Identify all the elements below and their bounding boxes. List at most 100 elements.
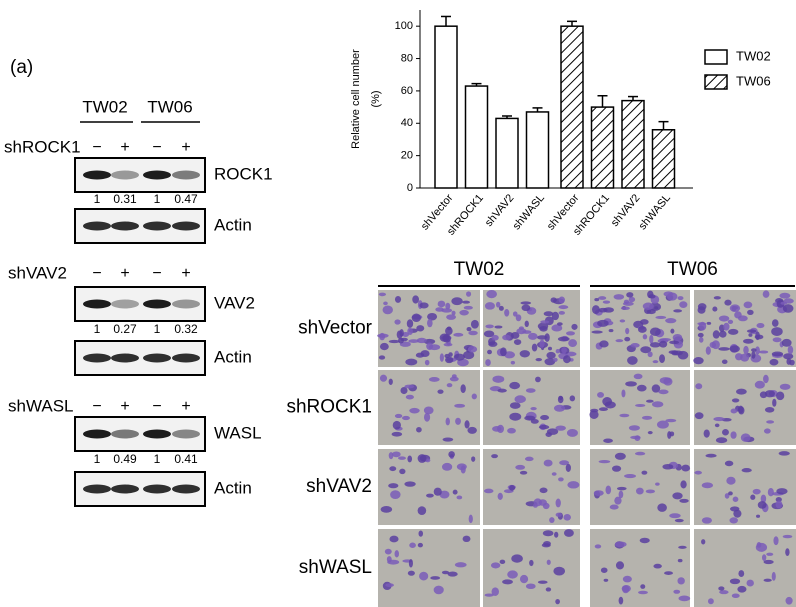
stained-cell [424, 359, 430, 366]
stained-cell [670, 328, 675, 334]
stained-cell [647, 351, 653, 358]
target-label: VAV2 [214, 293, 255, 312]
stained-cell [673, 309, 683, 313]
legend-swatch [704, 49, 728, 65]
stained-cell [487, 349, 492, 355]
y-axis-label: Relative cell number [350, 49, 362, 149]
blot-band [83, 299, 111, 309]
stained-cell [405, 358, 418, 366]
error-bar [502, 115, 512, 119]
quantification: 1 [94, 452, 101, 466]
stained-cell [439, 333, 450, 342]
quantification: 0.49 [113, 452, 137, 466]
stained-cell [659, 338, 672, 342]
stained-cell [763, 374, 769, 384]
stained-cell [776, 488, 788, 495]
stained-cell [433, 487, 442, 496]
stained-cell [761, 554, 767, 561]
stained-cell [697, 332, 704, 338]
stained-cell [649, 334, 654, 344]
stained-cell [752, 488, 761, 495]
micrograph [378, 529, 480, 607]
stained-cell [398, 456, 406, 460]
stained-cell [524, 456, 534, 462]
stained-cell [515, 314, 522, 322]
stained-cell [558, 311, 565, 315]
stained-cell [669, 340, 680, 345]
stained-cell [757, 501, 767, 509]
stained-cell [389, 466, 397, 472]
stained-cell [502, 579, 513, 585]
stained-cell [775, 496, 782, 503]
stained-cell [642, 302, 654, 310]
stained-cell [398, 337, 404, 344]
stained-cell [499, 559, 506, 564]
stained-cell [546, 351, 556, 359]
stained-cell [718, 315, 730, 322]
stained-cell [494, 325, 503, 329]
stained-cell [416, 325, 425, 332]
stained-cell [453, 353, 465, 361]
control-label: Actin [214, 347, 252, 366]
stained-cell [427, 312, 438, 321]
stained-cell [485, 324, 494, 329]
stained-cell [651, 384, 661, 393]
stained-cell [426, 493, 434, 498]
error-bar [441, 15, 451, 27]
stained-cell [662, 463, 674, 470]
bar [560, 25, 584, 189]
column-label: TW06 [667, 259, 718, 280]
stained-cell [497, 388, 507, 393]
stained-cell [546, 559, 551, 565]
stained-cell [600, 567, 608, 573]
row-label: shWASL [299, 557, 372, 578]
stained-cell [694, 470, 702, 475]
micrograph-background [590, 529, 690, 607]
stained-cell [678, 545, 687, 549]
stained-cell [551, 324, 563, 332]
stained-cell [484, 302, 495, 310]
stained-cell [554, 531, 559, 538]
stained-cell [724, 460, 734, 467]
stained-cell [618, 596, 624, 605]
stained-cell [439, 353, 444, 362]
blot-band [111, 170, 139, 180]
row-label: shROCK1 [286, 397, 372, 418]
stained-cell [621, 389, 626, 398]
stained-cell [454, 562, 467, 568]
stained-cell [555, 598, 560, 605]
stained-cell [697, 306, 706, 314]
stained-cell [615, 561, 625, 570]
stained-cell [491, 587, 499, 596]
y-tick-label: 60 [401, 85, 413, 97]
panel-label: (a) [10, 57, 33, 78]
legend-swatch [704, 74, 728, 90]
stained-cell [437, 389, 444, 394]
stained-cell [772, 398, 777, 407]
stained-cell [712, 330, 720, 339]
stained-cell [525, 583, 536, 590]
stained-cell [625, 327, 630, 335]
stained-cell [555, 498, 561, 508]
blot-band [172, 221, 200, 231]
stained-cell [678, 595, 691, 602]
blot-band [143, 484, 171, 494]
stained-cell [747, 309, 754, 315]
stained-cell [540, 415, 550, 421]
stained-cell [599, 340, 609, 348]
stained-cell [718, 586, 725, 591]
stained-cell [729, 578, 741, 585]
stained-cell [553, 404, 566, 412]
stained-cell [681, 464, 691, 472]
stained-cell [558, 477, 564, 482]
stained-cell [456, 495, 463, 500]
stained-cell [486, 290, 497, 299]
stained-cell [514, 395, 526, 404]
stained-cell [513, 339, 522, 345]
stained-cell [755, 331, 760, 341]
stained-cell [613, 294, 625, 300]
stained-cell [659, 377, 672, 384]
stained-cell [640, 584, 646, 589]
stained-cell [694, 412, 704, 420]
stained-cell [656, 420, 669, 429]
